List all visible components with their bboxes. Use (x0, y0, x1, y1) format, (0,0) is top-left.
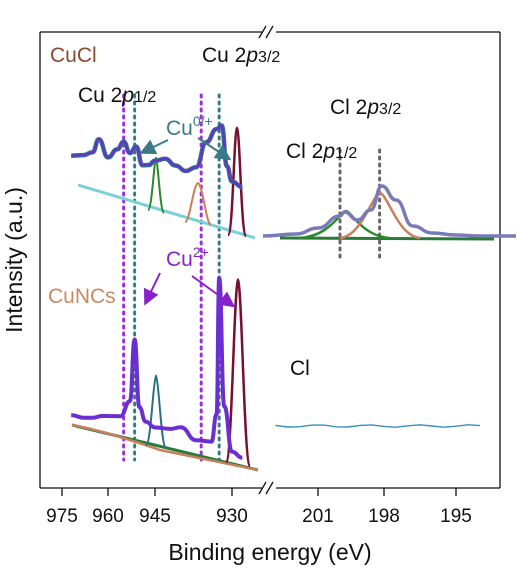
x-tick-label-960: 960 (92, 506, 124, 527)
x-tick-label-975: 975 (46, 506, 78, 527)
cu0-label: Cu0/+ (166, 113, 213, 140)
cuncs-background (71, 423, 259, 472)
x-tick-label-201: 201 (302, 506, 334, 527)
cu-2p32-label: Cu 2p3/2 (202, 44, 280, 67)
axis-break-top (258, 25, 274, 39)
cuncs-fit-2p32 (224, 277, 252, 468)
cucl-baseline (77, 183, 256, 240)
cuncs-label: CuNCs (48, 285, 116, 308)
axis-break-bottom (258, 481, 274, 495)
series-line-cucl-overlay (71, 124, 243, 189)
x-tick-label-930: 930 (216, 506, 248, 527)
cl-fit-2p12 (299, 209, 391, 240)
cu0-arrow-right (197, 137, 232, 161)
cuncs-fit-2p12 (145, 374, 167, 449)
cucl-label: CuCl (50, 44, 97, 67)
cu2-label: Cu2+ (166, 244, 209, 271)
cl-label: Cl (290, 357, 310, 380)
spectra (71, 123, 516, 460)
x-tick-label-198: 198 (368, 506, 400, 527)
x-ticks: 975 960 945 930 201 198 195 (46, 488, 472, 527)
plot-frame (39, 25, 501, 495)
cucl-fit-satellite (184, 181, 212, 226)
series-line-cucl (71, 123, 243, 190)
y-axis-title: Intensity (a.u.) (1, 187, 27, 333)
cucl-fit-2p32 (226, 126, 248, 238)
cu-2p12-label: Cu 2p1/2 (78, 84, 156, 107)
x-tick-label-195: 195 (440, 506, 472, 527)
annotation-arrows (139, 137, 236, 308)
cu0-arrow-left (139, 139, 169, 155)
cl-fit-2p32 (339, 191, 421, 240)
fit-components (71, 126, 495, 472)
cl-2p32-label: Cl 2p3/2 (330, 96, 401, 119)
x-axis-title: Binding energy (eV) (168, 539, 371, 565)
cu2-arrow-left (144, 272, 161, 306)
cl-2p12-label: Cl 2p1/2 (286, 140, 357, 163)
x-tick-label-945: 945 (139, 506, 171, 527)
series-line-cl-cucl (262, 184, 516, 238)
series-line-cl (275, 424, 481, 428)
cu2-arrow-right (191, 275, 236, 308)
cucl-fit-2p12 (147, 156, 165, 214)
series-line-cuncs (71, 276, 243, 460)
